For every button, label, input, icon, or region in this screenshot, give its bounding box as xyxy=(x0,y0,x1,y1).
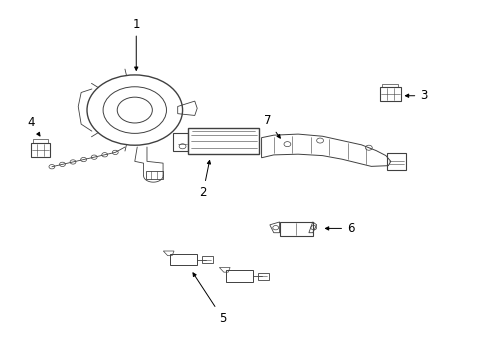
Bar xyxy=(31,143,50,157)
Bar xyxy=(257,273,268,280)
Text: 3: 3 xyxy=(405,89,427,102)
Circle shape xyxy=(102,153,107,157)
Bar xyxy=(386,153,406,170)
Bar xyxy=(279,222,312,235)
Bar xyxy=(33,139,48,143)
Bar xyxy=(170,254,197,265)
Bar xyxy=(202,256,212,263)
Text: 2: 2 xyxy=(199,161,210,199)
Circle shape xyxy=(49,165,55,169)
Circle shape xyxy=(60,162,65,166)
Text: 4: 4 xyxy=(27,116,40,136)
Bar xyxy=(382,84,397,87)
Text: 6: 6 xyxy=(325,222,354,235)
Bar xyxy=(379,87,400,101)
Circle shape xyxy=(81,157,86,162)
Text: 7: 7 xyxy=(264,114,280,138)
Text: 5: 5 xyxy=(193,273,226,325)
Circle shape xyxy=(70,160,76,164)
Text: 1: 1 xyxy=(132,18,140,70)
Bar xyxy=(226,270,252,282)
Circle shape xyxy=(112,150,118,154)
Bar xyxy=(172,134,188,151)
Bar xyxy=(188,129,259,154)
Bar xyxy=(145,171,163,179)
Circle shape xyxy=(91,155,97,159)
